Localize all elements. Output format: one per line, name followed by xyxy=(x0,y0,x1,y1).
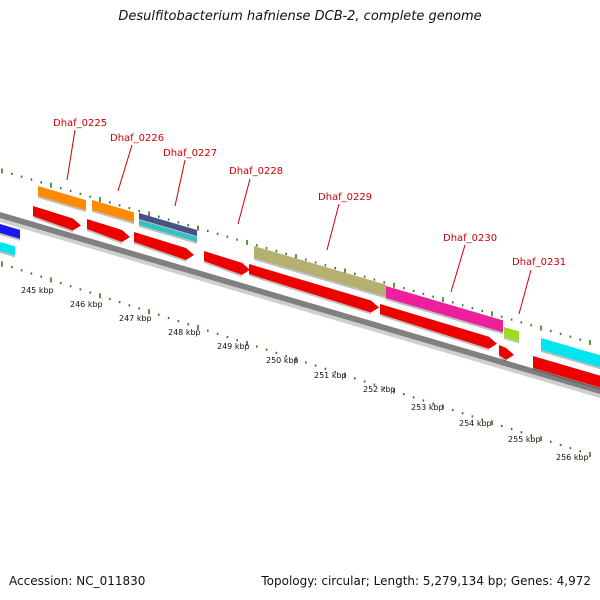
kbp-label: 255 kbp xyxy=(508,435,541,444)
gene-label[interactable]: Dhaf_0231 xyxy=(512,257,566,268)
feature-dhaf-0227-b[interactable] xyxy=(139,220,197,243)
kbp-label: 254 kbp xyxy=(459,419,492,428)
cds-dhaf-0226-shade xyxy=(87,229,122,245)
cds-dhaf-0228[interactable] xyxy=(204,251,250,275)
feature-dhaf-0227-b-shade xyxy=(139,225,197,245)
cds-dhaf-0231-shade xyxy=(499,355,506,362)
gene-label[interactable]: Dhaf_0230 xyxy=(443,233,497,244)
cds-right[interactable] xyxy=(533,356,600,388)
cds-dhaf-0225-shade xyxy=(33,216,73,233)
cds-dhaf-0228-shade xyxy=(204,261,242,277)
feature-dhaf-0231[interactable] xyxy=(504,327,519,342)
kbp-label: 251 kbp xyxy=(314,371,347,380)
gene-label[interactable]: Dhaf_0228 xyxy=(229,166,283,177)
feature-dhaf-0230[interactable] xyxy=(386,286,503,333)
gene-label-leaders xyxy=(66,129,532,315)
cds-right-shade xyxy=(533,368,600,390)
kbp-label: 249 kbp xyxy=(217,342,250,351)
kbp-label: 256 kbp xyxy=(556,453,589,462)
kbp-label: 245 kbp xyxy=(21,286,54,295)
label-leader-line xyxy=(117,144,133,192)
genome-backbone xyxy=(0,212,600,394)
kbp-label: 248 kbp xyxy=(168,328,201,337)
cds-dhaf-0227[interactable] xyxy=(134,232,194,261)
genome-title: Desulfitobacterium hafniense DCB-2, comp… xyxy=(118,9,482,24)
kbp-label: 246 kbp xyxy=(70,300,103,309)
cds-dhaf-0226[interactable] xyxy=(87,219,130,243)
kbp-label: 247 kbp xyxy=(119,314,152,323)
feature-blue-left[interactable] xyxy=(0,224,20,239)
outer-tick-ring xyxy=(1,168,591,345)
cds-dhaf-0231[interactable] xyxy=(499,345,514,360)
label-leader-line xyxy=(66,129,76,181)
cds-dhaf-0227-shade xyxy=(134,242,186,263)
label-leader-line xyxy=(174,159,186,207)
gene-label[interactable]: Dhaf_0229 xyxy=(318,192,372,203)
kbp-label: 253 kbp xyxy=(411,403,444,412)
genome-summary-text: Topology: circular; Length: 5,279,134 bp… xyxy=(261,574,591,588)
gene-label[interactable]: Dhaf_0227 xyxy=(163,148,217,159)
feature-cyan-left-shade xyxy=(0,251,15,258)
inner-tick-ring xyxy=(1,261,591,458)
label-leader-line xyxy=(518,269,532,315)
feature-blue-left-shade xyxy=(0,233,20,241)
label-leader-line xyxy=(450,244,466,293)
feature-dhaf-0225[interactable] xyxy=(38,186,86,211)
feature-dhaf-0227-a[interactable] xyxy=(139,213,197,237)
feature-dhaf-0225-shade xyxy=(38,196,86,213)
feature-dhaf-0229[interactable] xyxy=(254,246,386,297)
cds-dhaf-0229[interactable] xyxy=(249,264,379,313)
feature-cyan-left[interactable] xyxy=(0,242,15,256)
kbp-scale-labels: 245 kbp 246 kbp 247 kbp 248 kbp 249 kbp … xyxy=(21,286,589,462)
cds-dhaf-0230-shade xyxy=(380,314,489,351)
gene-labels: Dhaf_0225 Dhaf_0226 Dhaf_0227 Dhaf_0228 … xyxy=(53,118,566,268)
feature-dhaf-0229-shade xyxy=(254,258,386,299)
feature-cyan-right-shade xyxy=(541,350,600,370)
gene-label[interactable]: Dhaf_0225 xyxy=(53,118,107,129)
gene-label[interactable]: Dhaf_0226 xyxy=(110,133,164,144)
feature-dhaf-0231-shade xyxy=(504,337,519,344)
kbp-label: 250 kbp xyxy=(266,356,299,365)
accession-text: Accession: NC_011830 xyxy=(9,574,146,588)
feature-dhaf-0226[interactable] xyxy=(92,200,134,223)
feature-cyan-right[interactable] xyxy=(541,338,600,368)
label-leader-line xyxy=(237,178,251,225)
feature-dhaf-0226-shade xyxy=(92,210,134,225)
cds-dhaf-0225[interactable] xyxy=(33,206,81,231)
kbp-label: 252 kbp xyxy=(363,385,396,394)
label-leader-line xyxy=(326,203,340,251)
cds-dhaf-0229-shade xyxy=(249,274,371,315)
feature-dhaf-0230-shade xyxy=(386,298,503,335)
cds-dhaf-0230[interactable] xyxy=(380,304,497,349)
feature-tracks xyxy=(0,186,600,390)
